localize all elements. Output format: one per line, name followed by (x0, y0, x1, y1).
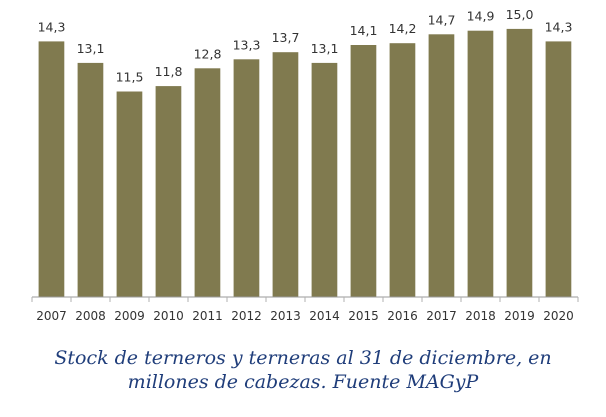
data-label-2020: 14,3 (545, 19, 573, 34)
data-label-2018: 14,9 (467, 9, 495, 24)
bars-group (38, 28, 572, 298)
x-tick-label-2017: 2017 (426, 309, 457, 323)
data-label-2019: 15,0 (506, 7, 534, 22)
x-tick-label-2020: 2020 (543, 309, 574, 323)
bar-2016 (389, 43, 416, 298)
data-label-2009: 11,5 (116, 70, 144, 85)
x-tick-label-2015: 2015 (348, 309, 379, 323)
x-tick-label-2019: 2019 (504, 309, 535, 323)
bar-2008 (77, 62, 104, 298)
bar-2012 (233, 59, 260, 297)
caption-line-2: millones de cabezas. Fuente MAGyP (127, 371, 479, 393)
data-label-2007: 14,3 (38, 19, 66, 34)
caption-line-1: Stock de terneros y terneras al 31 de di… (54, 347, 552, 369)
bar-2019 (506, 28, 533, 298)
chart-caption: Stock de terneros y terneras al 31 de di… (0, 346, 606, 394)
x-tick-label-2010: 2010 (153, 309, 184, 323)
data-label-2014: 13,1 (311, 41, 339, 56)
data-label-2010: 11,8 (155, 64, 183, 79)
x-tick-label-2012: 2012 (231, 309, 262, 323)
x-tick-label-2008: 2008 (75, 309, 106, 323)
data-label-2017: 14,7 (428, 12, 456, 27)
x-tick-label-2016: 2016 (387, 309, 418, 323)
x-tick-label-2009: 2009 (114, 309, 145, 323)
data-labels-group: 14,3 13,1 11,5 11,8 12,8 13,3 13,7 13,1 14,1 14,2… (38, 7, 573, 85)
bar-chart: 2007 2008 2009 2010 2011 2012 2013 2014 2015 2016… (31, 7, 579, 323)
data-label-2011: 12,8 (194, 46, 222, 61)
x-tick-label-2014: 2014 (309, 309, 340, 323)
bar-2013 (272, 52, 299, 298)
bar-2009 (116, 91, 143, 297)
data-label-2008: 13,1 (77, 41, 105, 56)
data-label-2012: 13,3 (233, 37, 261, 52)
x-tick-label-2018: 2018 (465, 309, 496, 323)
bar-2011 (194, 68, 221, 297)
x-tick-label-2011: 2011 (192, 309, 223, 323)
data-label-2015: 14,1 (350, 23, 378, 38)
x-tick-label-2007: 2007 (36, 309, 67, 323)
bar-2015 (350, 45, 377, 297)
bar-2014 (311, 62, 338, 298)
bar-2018 (467, 30, 494, 297)
x-tick-label-2013: 2013 (270, 309, 301, 323)
data-label-2016: 14,2 (389, 21, 417, 36)
bar-2007 (38, 41, 65, 298)
bar-2017 (428, 34, 455, 298)
x-axis-ticks: 2007 2008 2009 2010 2011 2012 2013 2014 2015 2016… (31, 297, 579, 323)
data-label-2013: 13,7 (272, 30, 300, 45)
bar-2020 (545, 41, 572, 298)
bar-2010 (155, 86, 182, 297)
